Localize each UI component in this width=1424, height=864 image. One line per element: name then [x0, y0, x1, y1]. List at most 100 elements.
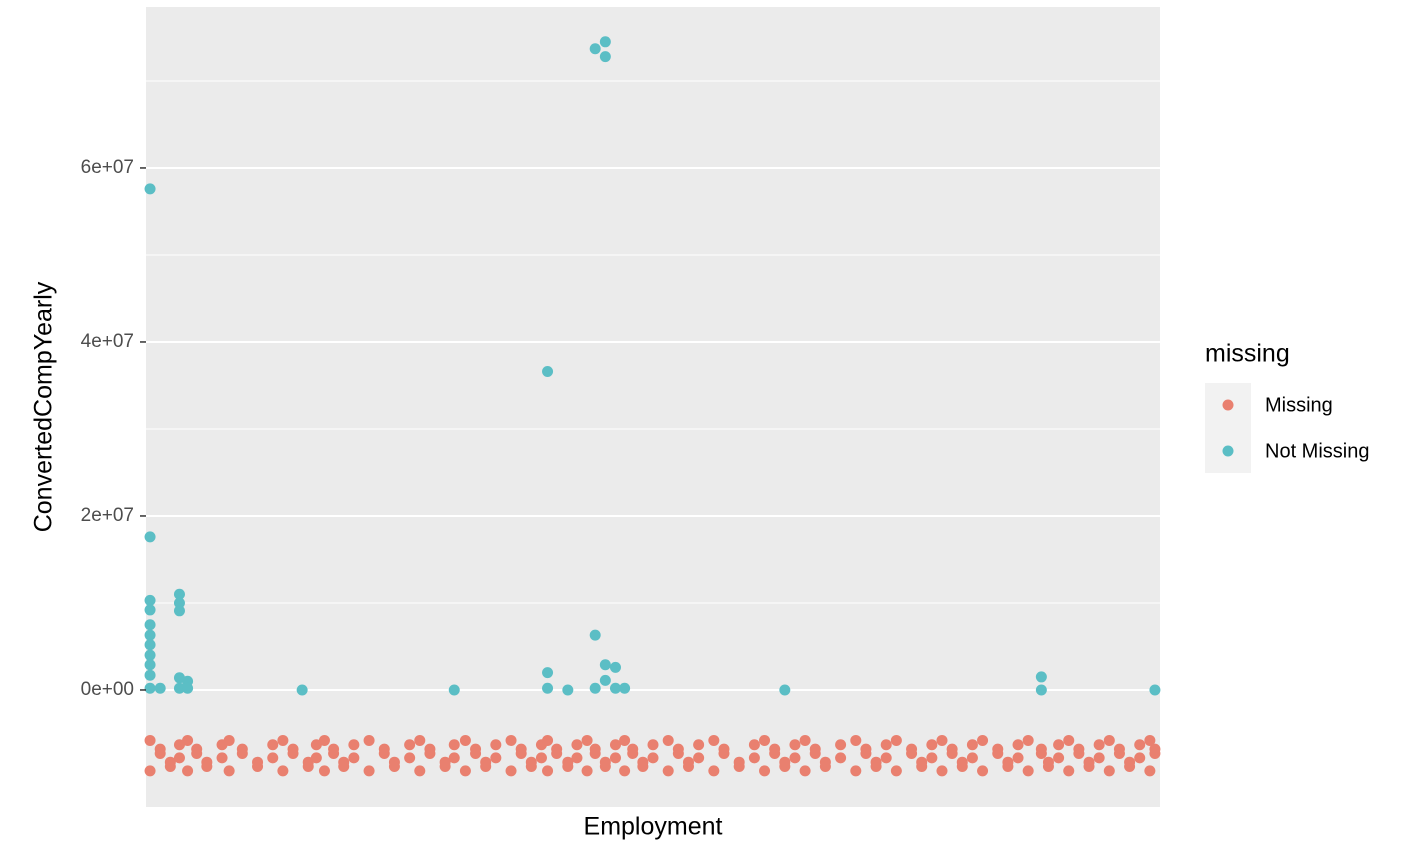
point	[310, 752, 322, 764]
point	[946, 743, 958, 755]
point	[708, 734, 720, 746]
point	[154, 743, 166, 755]
point	[144, 604, 156, 616]
point	[1093, 739, 1105, 751]
point	[637, 761, 649, 773]
point	[182, 765, 194, 777]
point	[414, 765, 426, 777]
point	[144, 659, 156, 671]
point	[223, 765, 235, 777]
point	[819, 761, 831, 773]
point	[779, 756, 791, 768]
point	[302, 761, 314, 773]
point	[328, 743, 340, 755]
point	[490, 739, 502, 751]
point	[562, 761, 574, 773]
point	[880, 752, 892, 764]
point	[201, 761, 213, 773]
point	[144, 629, 156, 641]
legend-label: Missing	[1265, 394, 1333, 416]
point	[835, 752, 847, 764]
point	[439, 756, 451, 768]
point	[173, 739, 185, 751]
point	[296, 684, 308, 696]
point	[693, 739, 705, 751]
point	[267, 752, 279, 764]
legend-key-bg	[1205, 383, 1251, 473]
point	[619, 682, 631, 694]
point	[647, 739, 659, 751]
point	[1053, 752, 1065, 764]
point	[890, 765, 902, 777]
point	[404, 752, 416, 764]
point	[277, 765, 289, 777]
point	[1035, 671, 1047, 683]
legend-label: Not Missing	[1265, 440, 1369, 462]
point	[966, 752, 978, 764]
point	[363, 734, 375, 746]
point	[1124, 756, 1136, 768]
point	[490, 752, 502, 764]
point	[459, 734, 471, 746]
point	[448, 752, 460, 764]
point	[609, 739, 621, 751]
point	[236, 743, 248, 755]
point	[277, 734, 289, 746]
point	[599, 659, 611, 671]
point	[310, 739, 322, 751]
point	[662, 734, 674, 746]
point	[1063, 734, 1075, 746]
legend-marker	[1222, 445, 1234, 457]
point	[535, 752, 547, 764]
point	[662, 765, 674, 777]
point	[609, 752, 621, 764]
point	[672, 743, 684, 755]
point	[581, 765, 593, 777]
point	[966, 739, 978, 751]
point	[835, 739, 847, 751]
point	[759, 765, 771, 777]
point	[789, 752, 801, 764]
point	[1149, 747, 1161, 759]
point	[799, 734, 811, 746]
point	[525, 756, 537, 768]
point	[470, 747, 482, 759]
point	[619, 734, 631, 746]
point	[287, 747, 299, 759]
point	[789, 739, 801, 751]
point	[378, 747, 390, 759]
point	[144, 619, 156, 631]
point	[164, 756, 176, 768]
panel	[146, 7, 1160, 807]
point	[906, 747, 918, 759]
point	[338, 756, 350, 768]
point	[609, 661, 621, 673]
point	[571, 752, 583, 764]
point	[956, 756, 968, 768]
point	[1012, 752, 1024, 764]
point	[318, 765, 330, 777]
point	[348, 739, 360, 751]
point	[144, 183, 156, 195]
point	[1103, 765, 1115, 777]
point	[1073, 747, 1085, 759]
point	[542, 765, 554, 777]
point	[799, 765, 811, 777]
point	[599, 36, 611, 48]
point	[144, 639, 156, 651]
point	[589, 682, 601, 694]
point	[562, 684, 574, 696]
point	[348, 752, 360, 764]
point	[1093, 752, 1105, 764]
point	[1149, 684, 1161, 696]
point	[1134, 739, 1146, 751]
point	[718, 747, 730, 759]
point	[182, 734, 194, 746]
y-tick-label: 2e+07	[81, 505, 134, 526]
point	[759, 734, 771, 746]
point	[890, 734, 902, 746]
point	[880, 739, 892, 751]
point	[926, 739, 938, 751]
point	[182, 682, 194, 694]
